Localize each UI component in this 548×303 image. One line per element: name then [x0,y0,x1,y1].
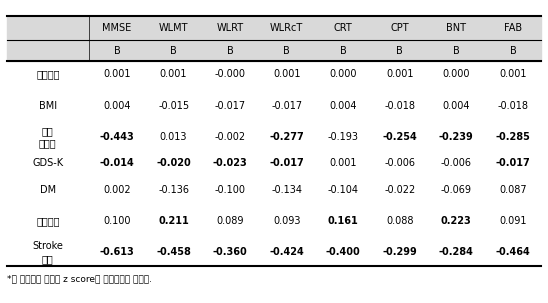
Text: B: B [170,46,177,56]
Text: B: B [453,46,460,56]
Text: B: B [396,46,403,56]
Bar [89,16,145,61]
Text: -0.134: -0.134 [271,185,302,195]
Text: CPT: CPT [391,23,409,33]
Text: 0.004: 0.004 [329,101,357,111]
Text: 0.004: 0.004 [443,101,470,111]
Text: 0.161: 0.161 [328,216,358,226]
Text: B: B [340,46,346,56]
Bar [428,16,484,61]
Text: 0.001: 0.001 [386,69,414,79]
Text: -0.023: -0.023 [213,158,248,168]
Text: -0.424: -0.424 [269,248,304,258]
Text: 0.001: 0.001 [499,69,527,79]
Text: -0.239: -0.239 [439,132,473,142]
Text: -0.458: -0.458 [156,248,191,258]
Text: 현재
우울증: 현재 우울증 [39,126,56,148]
Text: -0.018: -0.018 [498,101,528,111]
Text: -0.022: -0.022 [384,185,415,195]
Text: 0.088: 0.088 [386,216,414,226]
Text: BMI: BMI [39,101,57,111]
Text: 0.001: 0.001 [103,69,131,79]
Text: -0.136: -0.136 [158,185,189,195]
Text: B: B [283,46,290,56]
Text: -0.193: -0.193 [328,132,359,142]
Text: -0.069: -0.069 [441,185,472,195]
Bar [484,16,541,61]
Text: -0.006: -0.006 [384,158,415,168]
Text: DM: DM [40,185,56,195]
Text: -0.464: -0.464 [495,248,530,258]
Text: B: B [113,46,121,56]
Text: 고지혈증: 고지혈증 [36,216,60,226]
Text: FAB: FAB [504,23,522,33]
Text: -0.100: -0.100 [215,185,246,195]
Text: BNT: BNT [446,23,466,33]
Text: -0.017: -0.017 [269,158,304,168]
Text: WLRcT: WLRcT [270,23,303,33]
Text: 0.000: 0.000 [329,69,357,79]
Text: WLRT: WLRT [216,23,244,33]
Text: Stroke
병력: Stroke 병력 [32,241,63,264]
Text: -0.285: -0.285 [495,132,530,142]
Text: 0.100: 0.100 [103,216,131,226]
Text: B: B [510,46,516,56]
Text: *각 인지기능 검사의 z score를 종속변수로 분석함.: *각 인지기능 검사의 z score를 종속변수로 분석함. [7,275,152,284]
Text: 0.000: 0.000 [443,69,470,79]
Text: -0.000: -0.000 [215,69,246,79]
Text: -0.400: -0.400 [326,248,361,258]
Text: -0.002: -0.002 [215,132,246,142]
Text: 0.001: 0.001 [273,69,300,79]
Text: -0.284: -0.284 [439,248,474,258]
Text: -0.360: -0.360 [213,248,248,258]
Text: -0.014: -0.014 [100,158,134,168]
Bar [259,16,315,61]
Text: 0.089: 0.089 [216,216,244,226]
Bar [145,16,202,61]
Bar [315,16,372,61]
Text: 0.211: 0.211 [158,216,189,226]
Text: MMSE: MMSE [102,23,132,33]
Bar [372,16,428,61]
Text: -0.017: -0.017 [215,101,246,111]
Text: -0.254: -0.254 [383,132,417,142]
Text: -0.020: -0.020 [156,158,191,168]
Text: 0.013: 0.013 [160,132,187,142]
Bar [7,16,89,61]
Text: -0.443: -0.443 [100,132,134,142]
Text: 0.091: 0.091 [499,216,527,226]
Text: -0.015: -0.015 [158,101,189,111]
Text: -0.018: -0.018 [384,101,415,111]
Text: CRT: CRT [334,23,352,33]
Text: -0.104: -0.104 [328,185,359,195]
Bar [202,16,259,61]
Text: -0.613: -0.613 [100,248,134,258]
Text: -0.006: -0.006 [441,158,472,168]
Text: -0.017: -0.017 [271,101,302,111]
Text: -0.277: -0.277 [269,132,304,142]
Text: -0.299: -0.299 [383,248,417,258]
Text: 0.004: 0.004 [103,101,131,111]
Text: WLMT: WLMT [159,23,189,33]
Text: 주운동량: 주운동량 [36,69,60,79]
Text: B: B [227,46,233,56]
Text: GDS-K: GDS-K [32,158,64,168]
Text: 0.002: 0.002 [103,185,131,195]
Text: 0.087: 0.087 [499,185,527,195]
Text: 0.093: 0.093 [273,216,300,226]
Text: 0.223: 0.223 [441,216,472,226]
Text: -0.017: -0.017 [495,158,530,168]
Text: 0.001: 0.001 [160,69,187,79]
Text: 0.001: 0.001 [329,158,357,168]
